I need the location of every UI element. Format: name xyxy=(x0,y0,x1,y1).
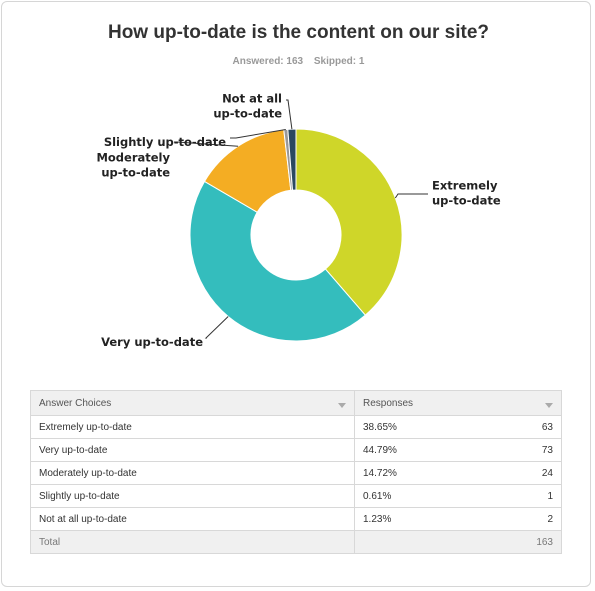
response-stats: Answered: 163 Skipped: 1 xyxy=(2,56,595,67)
donut-slice-1[interactable] xyxy=(189,180,367,342)
response-percent: 0.61% xyxy=(354,484,472,508)
choice-label: Extremely up-to-date xyxy=(30,415,355,439)
sort-arrow-icon xyxy=(545,402,553,408)
slice-label-4: Not at all up-to-date xyxy=(213,92,282,121)
response-count: 2 xyxy=(471,507,562,531)
donut-slice-0[interactable] xyxy=(295,128,403,316)
total-count: 163 xyxy=(471,530,562,554)
response-percent: 38.65% xyxy=(354,415,472,439)
donut-slice-4[interactable] xyxy=(287,128,297,191)
leader-line-0 xyxy=(394,193,428,199)
slice-label-3: Slightly up-to-date xyxy=(104,135,226,149)
response-count: 1 xyxy=(471,484,562,508)
header-responses[interactable]: Responses xyxy=(354,390,562,416)
response-count: 63 xyxy=(471,415,562,439)
table-row: Not at all up-to-date 1.23% 2 xyxy=(30,507,562,531)
response-percent: 14.72% xyxy=(354,461,472,485)
choice-label: Moderately up-to-date xyxy=(30,461,355,485)
choice-label: Slightly up-to-date xyxy=(30,484,355,508)
table-row: Slightly up-to-date 0.61% 1 xyxy=(30,484,562,508)
choice-label: Very up-to-date xyxy=(30,438,355,462)
response-percent: 1.23% xyxy=(354,507,472,531)
choice-label: Not at all up-to-date xyxy=(30,507,355,531)
total-spacer xyxy=(354,530,472,554)
answered-count: Answered: 163 xyxy=(232,56,304,67)
leader-line-4 xyxy=(286,99,293,130)
table-row: Moderately up-to-date 14.72% 24 xyxy=(30,461,562,485)
table-row: Very up-to-date 44.79% 73 xyxy=(30,438,562,462)
leader-line-1 xyxy=(204,316,229,339)
slice-label-0: Extremely up-to-date xyxy=(432,179,501,208)
total-row: Total 163 xyxy=(30,530,562,554)
skipped-count: Skipped: 1 xyxy=(313,56,365,67)
slice-label-1: Very up-to-date xyxy=(101,335,203,349)
response-count: 73 xyxy=(471,438,562,462)
donut-chart: Extremely up-to-date Very up-to-date Modera… xyxy=(96,92,501,350)
responses-table: Answer Choices Responses Extremely up-to… xyxy=(30,390,562,554)
leader-line-2 xyxy=(174,141,239,147)
sort-arrow-icon xyxy=(338,402,346,408)
header-answer-choices[interactable]: Answer Choices xyxy=(30,390,355,416)
question-title: How up-to-date is the content on our sit… xyxy=(107,22,490,43)
slice-label-2: Moderately up-to-date xyxy=(96,151,170,180)
leader-line-3 xyxy=(230,128,286,139)
table-header-row: Answer Choices Responses xyxy=(30,390,562,416)
total-label: Total xyxy=(30,530,355,554)
response-count: 24 xyxy=(471,461,562,485)
table-row: Extremely up-to-date 38.65% 63 xyxy=(30,415,562,439)
response-percent: 44.79% xyxy=(354,438,472,462)
